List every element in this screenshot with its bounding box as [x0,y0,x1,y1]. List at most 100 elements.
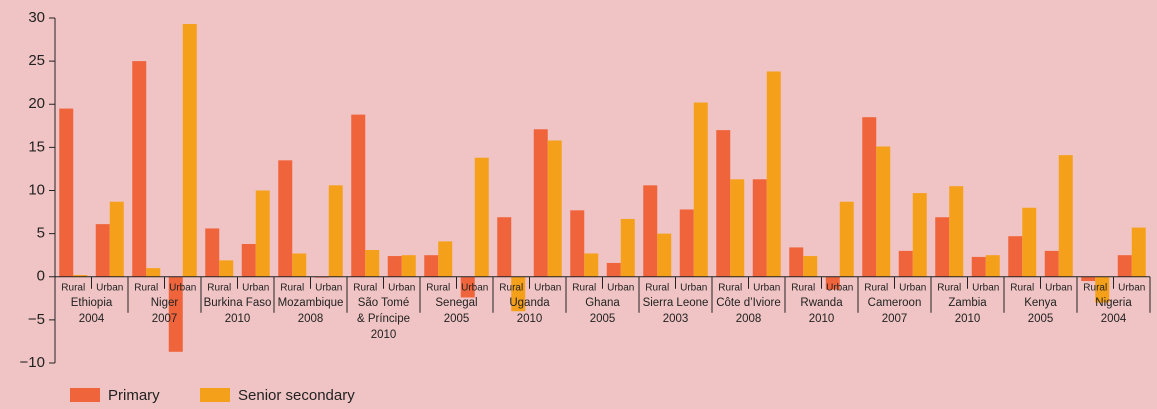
group-label: Uganda [509,297,550,309]
sub-category-label: Rural [718,282,742,293]
bar [146,268,161,277]
sub-category-label: Urban [899,282,926,293]
sub-category-label: Urban [169,282,196,293]
bar [825,276,840,290]
bar [474,157,489,277]
group-label: Ethiopia [71,297,113,309]
group-label: Sierra Leone [643,297,709,309]
bar [424,255,439,277]
sub-category-label: Urban [315,282,342,293]
legend-label: Senior secondary [238,387,355,404]
bar [132,61,147,277]
group-label: 2010 [955,313,981,325]
bar [716,130,731,277]
group-label: Cameroon [868,297,922,309]
group-label: 2010 [517,313,543,325]
bar [949,186,964,277]
group-label: & Príncipe [357,313,410,325]
group-label: Kenya [1024,297,1057,309]
bar [547,140,562,277]
sub-category-label: Urban [388,282,415,293]
bar [971,256,986,277]
bar [766,71,781,277]
bar [693,102,708,277]
sub-category-label: Urban [242,282,269,293]
bar [460,276,475,298]
bar [1081,276,1096,282]
group-label: Côte d’Iviore [716,297,781,309]
bar [182,24,197,277]
bar [657,233,672,277]
y-tick-label: 5 [37,225,45,242]
y-tick-label: 30 [28,9,45,26]
bar [59,108,74,277]
bar [679,209,694,277]
bar [1008,236,1023,277]
bar [511,276,526,312]
sub-category-label: Rural [572,282,596,293]
bar [387,256,402,277]
bar [109,201,124,277]
y-tick-label: 10 [28,181,45,198]
bar [438,241,453,277]
bar [401,255,416,277]
sub-category-label: Rural [499,282,523,293]
y-tick-label: 25 [28,52,45,69]
sub-category-label: Urban [753,282,780,293]
group-label: Rwanda [800,297,843,309]
bar [730,179,745,277]
group-label: 2008 [736,313,762,325]
group-label: 2005 [444,313,470,325]
bar [497,217,512,277]
sub-category-label: Rural [645,282,669,293]
sub-category-label: Rural [937,282,961,293]
sub-category-label: Urban [826,282,853,293]
group-label: Mozambique [278,297,344,309]
sub-category-label: Rural [1010,282,1034,293]
bar [606,262,621,277]
bar [1022,207,1037,277]
bar [292,253,307,277]
group-label: 2008 [298,313,324,325]
sub-category-label: Urban [534,282,561,293]
group-label: 2007 [152,313,178,325]
bar [1044,250,1059,277]
sub-category-label: Rural [1083,282,1107,293]
y-tick-label: 15 [28,138,45,155]
group-label: 2007 [882,313,908,325]
sub-category-label: Rural [280,282,304,293]
bar [278,160,293,277]
bar [95,224,110,277]
sub-category-label: Rural [426,282,450,293]
bar [328,185,343,277]
sub-category-label: Urban [96,282,123,293]
group-label: 2010 [809,313,835,325]
y-tick-label: −5 [28,311,45,328]
bar [789,247,804,277]
bar [241,243,256,277]
bar [839,201,854,277]
group-label: Ghana [585,297,620,309]
sub-category-label: Rural [791,282,815,293]
sub-category-label: Rural [207,282,231,293]
bar [533,129,548,277]
group-label: Burkina Faso [204,297,272,309]
sub-category-label: Urban [461,282,488,293]
group-label: Nigeria [1095,297,1132,309]
bar [584,253,599,277]
sub-category-label: Urban [1118,282,1145,293]
bar [1131,227,1146,277]
group-label: 2003 [663,313,689,325]
group-label: 2004 [79,313,105,325]
sub-category-label: Rural [61,282,85,293]
group-label: Zambia [948,297,987,309]
bar [862,117,877,277]
bar [620,218,635,277]
bar [752,179,767,277]
sub-category-label: Urban [1045,282,1072,293]
sub-category-label: Rural [864,282,888,293]
bar [1117,255,1132,277]
sub-category-label: Urban [607,282,634,293]
y-tick-label: −10 [20,354,45,371]
